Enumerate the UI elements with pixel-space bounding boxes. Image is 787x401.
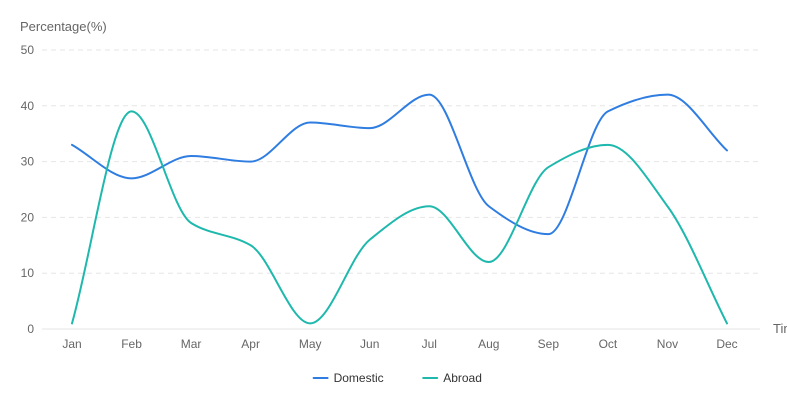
x-tick-label: Oct [599, 337, 618, 351]
y-tick-label: 40 [21, 99, 35, 113]
series-line-abroad [71, 110, 728, 325]
x-axis-label: Time [773, 321, 787, 336]
y-tick-label: 30 [21, 155, 35, 169]
series-line-domestic [71, 93, 728, 236]
y-axis-ticks: 0 10 20 30 40 50 [21, 43, 35, 336]
y-tick-label: 0 [27, 322, 34, 336]
x-tick-label: Jul [422, 337, 437, 351]
x-axis-ticks: Jan Feb Mar Apr May Jun Jul Aug Sep Oct Nov Dec [62, 337, 737, 351]
legend-item-abroad[interactable]: Abroad [422, 371, 482, 385]
x-tick-label: Mar [181, 337, 202, 351]
y-tick-label: 50 [21, 43, 35, 57]
x-tick-label: Feb [121, 337, 142, 351]
x-tick-label: Dec [716, 337, 737, 351]
legend-label: Abroad [443, 371, 482, 385]
x-tick-label: Jan [62, 337, 81, 351]
y-axis-label: Percentage(%) [20, 19, 107, 34]
legend: Domestic Abroad [312, 371, 482, 385]
x-tick-label: Sep [538, 337, 560, 351]
x-tick-label: Apr [241, 337, 260, 351]
legend-item-domestic[interactable]: Domestic [312, 371, 384, 385]
x-tick-label: Jun [360, 337, 379, 351]
legend-label: Domestic [334, 371, 384, 385]
grid [42, 49, 760, 330]
y-tick-label: 20 [21, 210, 35, 224]
x-tick-label: Aug [478, 337, 499, 351]
x-tick-label: Nov [657, 337, 678, 351]
x-tick-label: May [299, 337, 322, 351]
y-tick-label: 10 [21, 266, 35, 280]
series-lines [71, 93, 728, 325]
